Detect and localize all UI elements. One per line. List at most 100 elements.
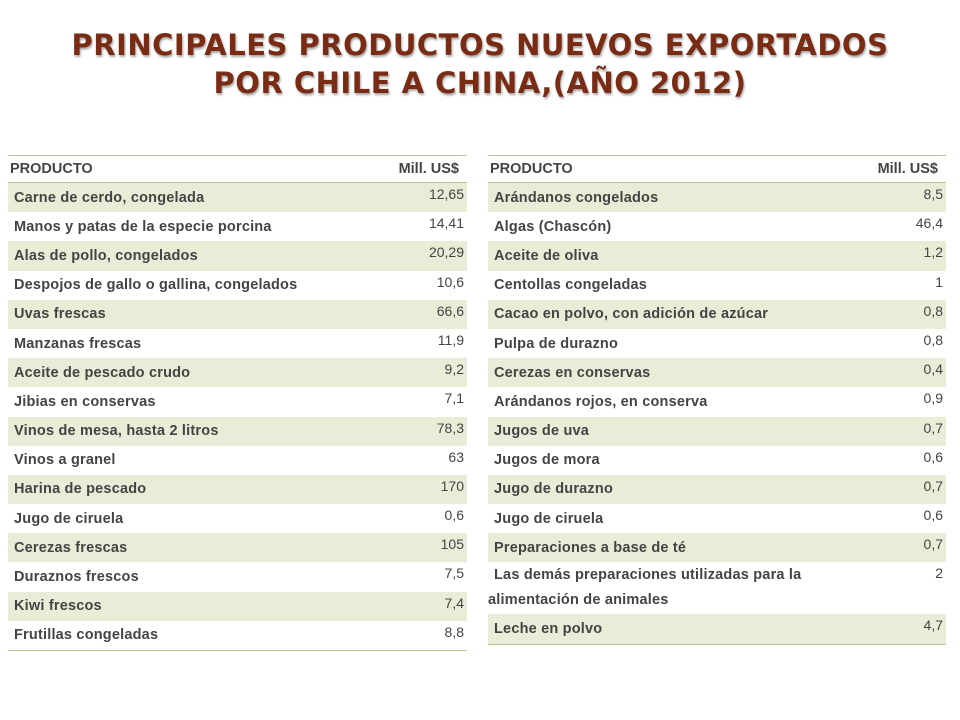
value-cell: 8,5 (868, 182, 946, 213)
product-name-cell: Arándanos rojos, en conserva (488, 387, 868, 417)
table-row: Harina de pescado 170 (8, 474, 467, 505)
table-row: Manzanas frescas 11,9 (8, 328, 467, 359)
table-header-row: PRODUCTO Mill. US$ (488, 155, 946, 183)
table-row: Pulpa de durazno 0,8 (488, 328, 946, 359)
product-name-cell: Cerezas frescas (8, 533, 378, 563)
product-name-cell: Aceite de pescado crudo (8, 358, 378, 388)
product-column-header: PRODUCTO (488, 155, 868, 183)
table-row: Jugos de mora 0,6 (488, 445, 946, 475)
left-products-table: PRODUCTO Mill. US$ Carne de cerdo, conge… (8, 155, 467, 651)
value-cell: 0,7 (868, 474, 946, 505)
value-cell: 0,8 (868, 299, 946, 329)
value-cell: 66,6 (378, 299, 467, 329)
product-name-cell: Jugos de uva (488, 416, 868, 446)
value-cell: 0,7 (868, 416, 946, 446)
product-name-cell: Harina de pescado (8, 474, 378, 505)
value-cell: 7,4 (378, 591, 467, 621)
table-row: Leche en polvo 4,7 (488, 614, 946, 645)
product-name-cell: Aceite de oliva (488, 241, 868, 271)
table-row: Jibias en conservas 7,1 (8, 387, 467, 417)
left-table-body: Carne de cerdo, congelada 12,65 Manos y pa… (8, 182, 467, 651)
product-name-cell: Frutillas congeladas (8, 620, 378, 651)
product-name-cell: Manzanas frescas (8, 328, 378, 359)
table-row: Jugo de ciruela 0,6 (488, 504, 946, 534)
table-row: Manos y patas de la especie porcina 14,41 (8, 212, 467, 242)
value-cell: 78,3 (378, 416, 467, 446)
value-cell: 2 (868, 562, 946, 615)
value-column-header: Mill. US$ (378, 155, 467, 183)
product-name-cell: Vinos a granel (8, 445, 378, 475)
table-row: Duraznos frescos 7,5 (8, 562, 467, 592)
value-cell: 105 (378, 533, 467, 563)
product-name-cell: Jugo de ciruela (488, 504, 868, 534)
value-cell: 63 (378, 445, 467, 475)
table-row: Vinos a granel 63 (8, 445, 467, 475)
value-cell: 20,29 (378, 241, 467, 271)
product-column-header: PRODUCTO (8, 155, 378, 183)
value-cell: 14,41 (378, 212, 467, 242)
table-row: Arándanos rojos, en conserva 0,9 (488, 387, 946, 417)
table-row: Algas (Chascón) 46,4 (488, 212, 946, 242)
value-cell: 9,2 (378, 358, 467, 388)
table-header-row: PRODUCTO Mill. US$ (8, 155, 467, 183)
product-name-cell: Centollas congeladas (488, 270, 868, 300)
value-cell: 170 (378, 474, 467, 505)
value-cell: 1,2 (868, 241, 946, 271)
product-name-cell: Kiwi frescos (8, 591, 378, 621)
table-row: Aceite de oliva 1,2 (488, 241, 946, 271)
product-name-cell: Manos y patas de la especie porcina (8, 212, 378, 242)
table-row: Despojos de gallo o gallina, congelados 1… (8, 270, 467, 300)
product-name-cell: Despojos de gallo o gallina, congelados (8, 270, 378, 300)
product-name-cell: Alas de pollo, congelados (8, 241, 378, 271)
value-cell: 0,6 (868, 445, 946, 475)
table-row: Cerezas en conservas 0,4 (488, 358, 946, 388)
product-name-cell: Las demás preparaciones utilizadas para … (488, 562, 868, 615)
value-cell: 8,8 (378, 620, 467, 651)
product-name-cell: Preparaciones a base de té (488, 533, 868, 563)
product-name-cell: Leche en polvo (488, 614, 868, 645)
value-cell: 1 (868, 270, 946, 300)
product-name-cell: Cerezas en conservas (488, 358, 868, 388)
table-row: Cerezas frescas 105 (8, 533, 467, 563)
value-cell: 0,4 (868, 358, 946, 388)
product-name-cell: Jugo de ciruela (8, 504, 378, 534)
product-name-cell: Vinos de mesa, hasta 2 litros (8, 416, 378, 446)
table-row: Uvas frescas 66,6 (8, 299, 467, 329)
table-row: Jugo de ciruela 0,6 (8, 504, 467, 534)
table-row: Jugos de uva 0,7 (488, 416, 946, 446)
value-cell: 7,5 (378, 562, 467, 592)
value-cell: 46,4 (868, 212, 946, 242)
table-row: Carne de cerdo, congelada 12,65 (8, 182, 467, 213)
product-name-cell: Jugos de mora (488, 445, 868, 475)
product-name-cell: Carne de cerdo, congelada (8, 182, 378, 213)
value-cell: 11,9 (378, 328, 467, 359)
table-row: Aceite de pescado crudo 9,2 (8, 358, 467, 388)
value-cell: 7,1 (378, 387, 467, 417)
table-row: Preparaciones a base de té 0,7 (488, 533, 946, 563)
table-row: Vinos de mesa, hasta 2 litros 78,3 (8, 416, 467, 446)
table-row: Las demás preparaciones utilizadas para … (488, 562, 946, 615)
table-row: Centollas congeladas 1 (488, 270, 946, 300)
product-name-cell: Jibias en conservas (8, 387, 378, 417)
value-cell: 0,6 (378, 504, 467, 534)
table-row: Jugo de durazno 0,7 (488, 474, 946, 505)
value-cell: 0,6 (868, 504, 946, 534)
product-name-cell: Algas (Chascón) (488, 212, 868, 242)
table-row: Frutillas congeladas 8,8 (8, 620, 467, 651)
product-name-cell: Uvas frescas (8, 299, 378, 329)
value-cell: 0,7 (868, 533, 946, 563)
right-products-table: PRODUCTO Mill. US$ Arándanos congelados 8… (488, 155, 946, 645)
value-column-header: Mill. US$ (868, 155, 946, 183)
table-row: Arándanos congelados 8,5 (488, 182, 946, 213)
value-cell: 10,6 (378, 270, 467, 300)
product-name-cell: Pulpa de durazno (488, 328, 868, 359)
value-cell: 0,8 (868, 328, 946, 359)
product-name-cell: Jugo de durazno (488, 474, 868, 505)
table-row: Cacao en polvo, con adición de azúcar 0,8 (488, 299, 946, 329)
product-name-cell: Duraznos frescos (8, 562, 378, 592)
value-cell: 4,7 (868, 614, 946, 645)
value-cell: 0,9 (868, 387, 946, 417)
table-row: Alas de pollo, congelados 20,29 (8, 241, 467, 271)
table-row: Kiwi frescos 7,4 (8, 591, 467, 621)
value-cell: 12,65 (378, 182, 467, 213)
